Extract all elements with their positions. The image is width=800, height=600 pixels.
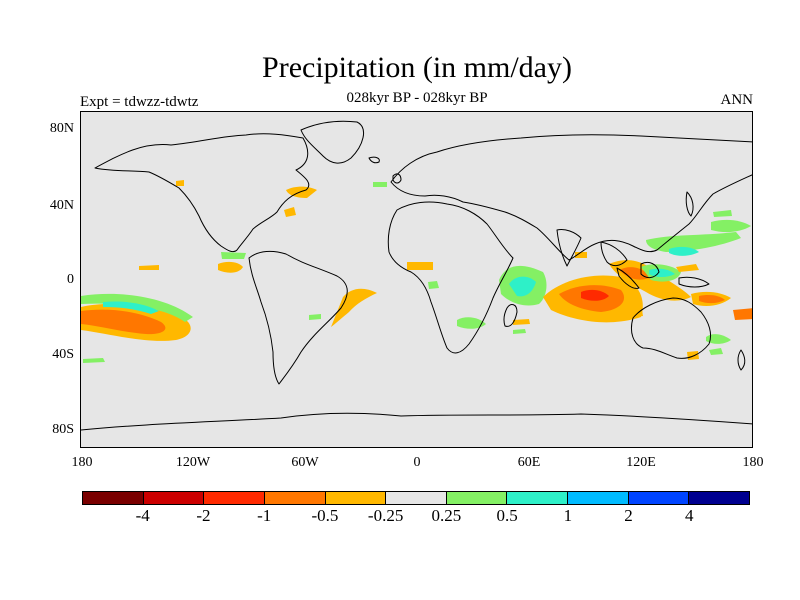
colorbar-swatch: [507, 492, 569, 504]
coast-borneo: [640, 261, 660, 279]
anomaly-dry-southwest-pacific: [733, 308, 752, 320]
colorbar-tick-label: -0.25: [367, 506, 404, 525]
lon-label-180e: 180: [742, 455, 764, 470]
coast-africa: [387, 201, 514, 354]
coast-iceland: [368, 156, 380, 164]
colorbar-tick-label: 0.25: [431, 506, 462, 525]
lon-label-60e: 60E: [517, 455, 541, 470]
anomaly-wet-tasman: [709, 348, 723, 355]
colorbar-swatch: [568, 492, 629, 504]
lon-label-120e: 120E: [626, 455, 656, 470]
colorbar: [82, 491, 750, 505]
anomaly-dry-south-pacific-core: [81, 309, 166, 335]
lat-label-80n: 80N: [49, 121, 74, 136]
coast-new-zealand: [737, 349, 746, 371]
anomaly-wet-east-pacific: [221, 252, 246, 259]
anomaly-dry-madagascar: [513, 319, 530, 325]
anomaly-wet-indonesia-core: [649, 268, 675, 277]
anomaly-wet-northwest-pacific: [711, 219, 751, 233]
anomaly-wet-south-indian: [513, 329, 526, 334]
anomaly-wet-gulf-of-guinea: [428, 281, 439, 289]
anomaly-wet-north-atlantic: [373, 182, 387, 187]
coast-japan: [685, 191, 694, 217]
coast-madagascar: [503, 304, 518, 327]
anomaly-wet-north-pacific: [713, 210, 732, 217]
anomaly-dry-coral-sea-core: [699, 295, 725, 304]
colorbar-tick-label: 2: [624, 506, 633, 525]
anomaly-dry-central-pacific: [139, 265, 159, 270]
coast-new-guinea: [678, 276, 710, 288]
anomaly-wet-east-africa-core: [509, 276, 536, 297]
lat-label-40s: 40S: [52, 347, 74, 362]
anomaly-dry-northeast-brazil: [331, 288, 377, 327]
season-label: ANN: [720, 92, 754, 108]
colorbar-tick-label: 4: [685, 506, 694, 525]
colorbar-swatch: [689, 492, 750, 504]
anomaly-wet-south-america: [309, 314, 321, 320]
colorbar-tick-label: -0.5: [311, 506, 339, 525]
colorbar-tick-label: -2: [196, 506, 211, 525]
anomaly-wet-madagascar-channel: [457, 317, 486, 329]
anomaly-patches: [81, 180, 752, 363]
coast-southeast-asia: [600, 241, 628, 267]
colorbar-tick-label: -4: [135, 506, 150, 525]
anomaly-dry-bay-of-bengal: [575, 252, 587, 258]
anomaly-dry-northwest-australia: [621, 304, 643, 318]
lon-label-120w: 120W: [175, 455, 211, 470]
lat-label-0: 0: [67, 272, 74, 287]
colorbar-tick-label: 0.5: [496, 506, 518, 525]
anomaly-wet-west-pacific-core: [669, 246, 699, 256]
anomaly-wet-south-pacific-core: [103, 301, 159, 314]
anomaly-dry-europe: [176, 180, 184, 186]
coast-india: [556, 229, 582, 267]
anomaly-wet-new-zealand: [706, 334, 731, 344]
plot-subtitle: 028kyr BP - 028kyr BP: [346, 90, 488, 106]
precipitation-map: [80, 111, 753, 448]
anomaly-dry-west-pacific: [676, 264, 699, 272]
anomaly-dry-maritime-core: [619, 267, 651, 280]
anomaly-dry-east-pacific: [218, 261, 243, 273]
colorbar-swatch: [143, 492, 205, 504]
colorbar-swatch: [386, 492, 447, 504]
lon-label-0: 0: [413, 455, 421, 470]
lon-label-60w: 60W: [291, 455, 319, 470]
lat-label-40n: 40N: [49, 198, 74, 213]
map-canvas: [81, 120, 752, 431]
anomaly-dry-tasman: [687, 351, 699, 360]
anomaly-wet-small-southwest: [83, 358, 105, 363]
coast-british-isles: [392, 173, 402, 184]
colorbar-swatch: [83, 492, 144, 504]
coastlines: [81, 120, 752, 431]
colorbar-swatch: [628, 492, 690, 504]
lat-label-80s: 80S: [52, 422, 74, 437]
colorbar-swatch: [264, 492, 326, 504]
coast-europe-asia: [390, 134, 752, 261]
anomaly-wet-south-pacific: [81, 293, 193, 322]
colorbar-tick-label: 1: [563, 506, 573, 525]
colorbar-tick-label: -1: [257, 506, 272, 525]
coast-greenland: [300, 120, 365, 164]
experiment-label: Expt = tdwzz-tdwtz: [80, 94, 199, 110]
colorbar-swatch: [446, 492, 508, 504]
colorbar-swatch: [204, 492, 265, 504]
coast-antarctica: [81, 412, 752, 431]
anomaly-dry-indian-ocean-strong: [581, 289, 609, 301]
anomaly-dry-west-atlantic: [284, 207, 296, 217]
coast-australia: [630, 297, 712, 359]
anomaly-wet-south-china-sea: [646, 232, 741, 252]
coast-north-america: [94, 133, 310, 253]
coast-south-america: [248, 250, 348, 385]
lon-label-180w: 180: [71, 455, 93, 470]
plot-title: Precipitation (in mm/day): [262, 51, 572, 84]
anomaly-dry-north-atlantic: [286, 186, 317, 198]
coast-sumatra: [616, 267, 640, 289]
colorbar-swatch: [325, 492, 387, 504]
anomaly-dry-west-africa: [407, 262, 433, 270]
